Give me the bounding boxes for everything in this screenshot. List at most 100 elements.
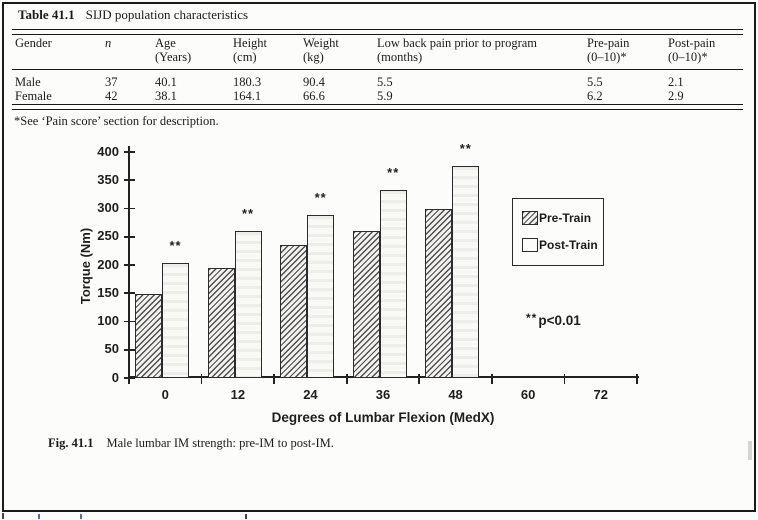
cell-age: 40.1 <box>155 75 177 89</box>
cell-low-back-pain: 5.9 <box>377 88 393 103</box>
cell-gender: Male <box>15 75 41 89</box>
cell-pre-pain: 6.2 <box>587 88 603 103</box>
bar-post-train <box>234 231 262 378</box>
col-header-height: Height (cm) <box>233 36 268 64</box>
chart-legend: Pre-Train Post-Train <box>512 198 604 266</box>
x-tick-label: 48 <box>448 387 463 402</box>
y-tick-label: 200 <box>97 256 119 272</box>
x-tick-mark <box>200 374 203 384</box>
x-tick-label: 72 <box>593 387 608 402</box>
col-header-n: n <box>105 36 112 50</box>
legend-item-post-train: Post-Train <box>522 237 603 253</box>
significance-text: p<0.01 <box>538 313 581 328</box>
y-tick-mark <box>124 320 135 323</box>
cell-weight: 66.6 <box>303 88 325 103</box>
y-tick-mark <box>124 207 135 210</box>
y-tick-label: 300 <box>97 200 119 215</box>
cell-age: 38.1 <box>155 88 177 103</box>
scan-artifact <box>245 514 247 519</box>
cell-n: 37 <box>105 75 118 89</box>
x-tick-label: 24 <box>303 387 318 402</box>
page-border <box>2 2 756 512</box>
bar-pre-train <box>425 208 453 378</box>
significance-marker: ** <box>169 238 182 254</box>
bar-post-train <box>452 166 480 378</box>
plot-area: 0 50 100 150 200 250 300 350 400 0 12 24 36 48 60 72 ** *… <box>97 141 639 402</box>
y-tick-mark <box>124 292 135 295</box>
cell-height: 180.3 <box>233 75 262 89</box>
cell-gender: Female <box>15 88 52 103</box>
cell-pre-pain: 5.5 <box>587 75 603 89</box>
bar-post-train <box>379 189 407 378</box>
x-tick-mark <box>563 374 566 384</box>
table-caption: SIJD population characteristics <box>85 7 249 22</box>
x-tick-mark <box>128 374 130 384</box>
table-top-rule <box>12 29 743 35</box>
bar-pre-train <box>280 245 308 378</box>
bar-pre-train <box>352 231 380 378</box>
y-axis-line <box>128 146 130 379</box>
cell-height: 164.1 <box>233 88 262 103</box>
y-tick-mark <box>124 264 135 266</box>
col-header-low-back-pain: Low back pain prior to program (months) <box>377 36 538 64</box>
col-header-age: Age (Years) <box>155 36 192 64</box>
cell-low-back-pain: 5.5 <box>377 75 393 89</box>
bar-post-train <box>162 263 189 378</box>
x-tick-label: 0 <box>161 387 169 402</box>
significance-note: **p<0.01 <box>526 311 581 328</box>
figure-number: Fig. 41.1 <box>48 436 94 450</box>
col-header-weight: Weight (kg) <box>303 36 339 64</box>
figure-caption: Fig. 41.1 Male lumbar IM strength: pre-IM… <box>48 436 334 451</box>
y-tick-mark <box>124 179 135 182</box>
y-tick-label: 350 <box>97 171 119 187</box>
post-train-swatch-icon <box>522 238 538 252</box>
y-tick-label: 400 <box>97 143 119 159</box>
x-tick-label: 36 <box>375 387 391 402</box>
table-header-rule <box>12 69 743 70</box>
x-axis-title: Degrees of Lumbar Flexion (MedX) <box>271 410 495 425</box>
pre-train-swatch-icon <box>522 211 538 225</box>
legend-label-post-train: Post-Train <box>539 238 598 252</box>
cell-post-pain: 2.9 <box>668 88 684 103</box>
col-header-pre-pain: Pre-pain (0–10)* <box>587 36 630 64</box>
scan-artifact <box>2 513 4 519</box>
significance-stars: ** <box>526 311 538 325</box>
x-tick-label: 60 <box>520 387 536 402</box>
legend-label-pre-train: Pre-Train <box>539 211 592 225</box>
table-row-male: Male 37 40.1 180.3 90.4 5.5 5.5 2.1 <box>15 75 745 90</box>
table-title: Table 41.1 SIJD population characteristic… <box>18 7 248 22</box>
bar-pre-train <box>207 267 235 378</box>
scan-artifact <box>748 441 752 460</box>
x-tick-mark <box>636 374 638 384</box>
table-row-female: Female 42 38.1 164.1 66.6 5.9 6.2 2.9 <box>15 88 745 104</box>
x-tick-mark <box>273 374 276 384</box>
table-bottom-rule <box>12 104 743 110</box>
table-number: Table 41.1 <box>18 7 75 22</box>
y-tick-mark <box>124 235 135 238</box>
x-tick-mark <box>345 374 348 384</box>
y-tick-label: 50 <box>104 341 119 357</box>
scan-artifact <box>38 514 40 519</box>
significance-marker: ** <box>387 164 400 180</box>
cell-n: 42 <box>105 88 118 103</box>
cell-post-pain: 2.1 <box>668 75 684 89</box>
figure-caption-text: Male lumbar IM strength: pre-IM to post-… <box>106 436 334 450</box>
significance-marker: ** <box>459 141 472 157</box>
bar-pre-train <box>135 294 162 378</box>
cell-weight: 90.4 <box>303 75 325 89</box>
significance-marker: ** <box>242 206 255 222</box>
table-header-row: Gender n Age (Years) Height (cm) Weight (kg… <box>15 36 745 64</box>
col-header-post-pain: Post-pain (0–10)* <box>668 36 716 64</box>
y-tick-label: 0 <box>111 369 119 385</box>
y-tick-label: 250 <box>97 228 119 244</box>
col-header-gender: Gender <box>15 36 52 50</box>
y-tick-label: 100 <box>97 313 119 328</box>
x-tick-mark <box>490 374 493 384</box>
legend-item-pre-train: Pre-Train <box>522 210 603 226</box>
significance-marker: ** <box>314 190 327 206</box>
y-tick-mark <box>124 348 135 351</box>
y-tick-mark <box>124 151 135 153</box>
scan-artifact <box>80 514 82 519</box>
x-tick-label: 12 <box>230 387 246 402</box>
